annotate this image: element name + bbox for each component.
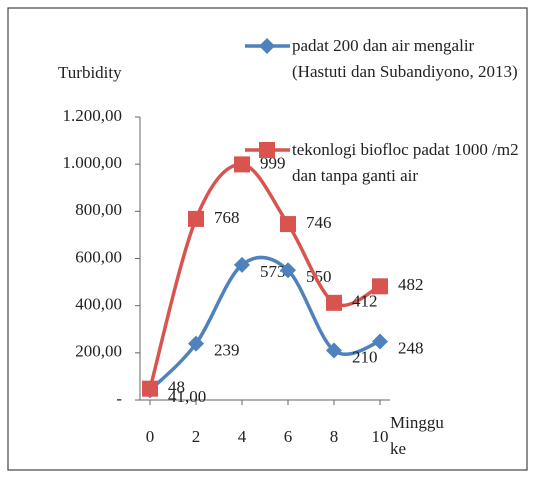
x-axis-label: Minggu ke (390, 413, 444, 458)
x-tick-label: 10 (372, 427, 389, 446)
data-label: 999 (260, 153, 286, 172)
marker (280, 262, 296, 279)
y-axis-label: Turbidity (58, 63, 122, 82)
y-tick-label: 800,00 (75, 200, 122, 219)
y-tick-label: - (116, 389, 122, 408)
legend-label: padat 200 dan air mengalir (Hastuti dan … (292, 36, 518, 81)
data-label: 482 (398, 275, 424, 294)
marker (188, 335, 204, 352)
data-label: 768 (214, 208, 240, 227)
x-tick-label: 0 (146, 427, 155, 446)
marker (280, 216, 296, 233)
marker (142, 380, 158, 397)
y-tick-label: 400,00 (75, 295, 122, 314)
marker (234, 256, 250, 273)
data-label: 41,00 (168, 387, 206, 406)
marker (188, 210, 204, 227)
data-label: 746 (306, 213, 332, 232)
legend-marker (259, 38, 275, 54)
marker (326, 294, 342, 311)
data-label: 573 (260, 262, 286, 281)
frame (7, 7, 528, 471)
data-label: 239 (214, 341, 240, 360)
legend-label: tekonlogi biofloc padat 1000 /m2 dan tan… (292, 140, 519, 185)
data-label: 412 (352, 292, 378, 311)
data-label: 248 (398, 338, 424, 357)
x-tick-label: 6 (284, 427, 293, 446)
marker (234, 156, 250, 173)
x-tick-label: 2 (192, 427, 201, 446)
y-tick-label: 200,00 (75, 342, 122, 361)
x-tick-label: 4 (238, 427, 247, 446)
legend-marker (259, 142, 275, 158)
y-tick-label: 600,00 (75, 247, 122, 266)
marker (372, 333, 388, 350)
data-label: 210 (352, 347, 378, 366)
data-label: 48 (168, 378, 185, 397)
marker (326, 342, 342, 359)
y-tick-label: 1.200,00 (63, 106, 123, 125)
x-tick-label: 8 (330, 427, 339, 446)
marker (372, 278, 388, 295)
y-tick-label: 1.000,00 (63, 153, 123, 172)
